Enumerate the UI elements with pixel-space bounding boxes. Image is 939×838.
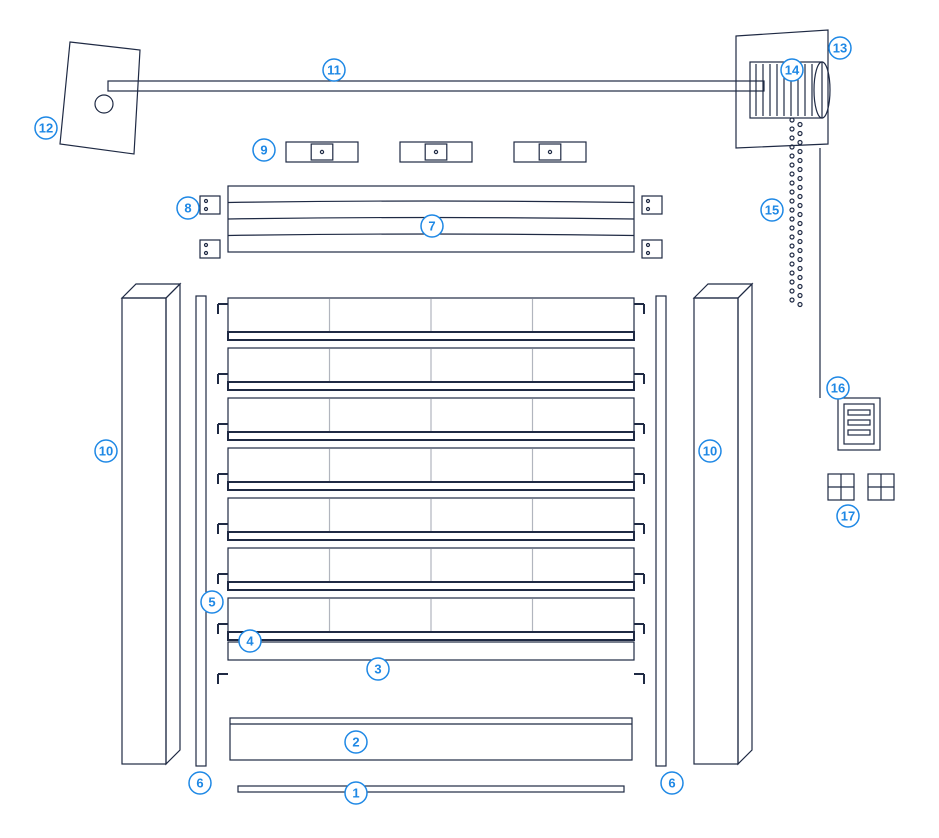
callout-14: 14	[781, 59, 803, 81]
callout-15: 15	[761, 199, 783, 221]
callout-6: 6	[189, 772, 211, 794]
callout-10b: 10	[699, 440, 721, 462]
svg-text:7: 7	[428, 219, 435, 234]
svg-text:12: 12	[39, 121, 53, 136]
svg-text:14: 14	[785, 63, 800, 78]
callout-13: 13	[829, 37, 851, 59]
callout-8: 8	[177, 197, 199, 219]
svg-text:10: 10	[703, 444, 717, 459]
svg-text:6: 6	[196, 776, 203, 791]
callout-17: 17	[837, 505, 859, 527]
callout-6b: 6	[661, 772, 683, 794]
callout-1: 1	[345, 782, 367, 804]
callout-9: 9	[253, 139, 275, 161]
callout-7: 7	[421, 215, 443, 237]
svg-text:2: 2	[352, 735, 359, 750]
callout-16: 16	[827, 377, 849, 399]
callout-12: 12	[35, 117, 57, 139]
svg-text:3: 3	[374, 662, 381, 677]
svg-text:1: 1	[352, 786, 359, 801]
svg-text:13: 13	[833, 41, 847, 56]
svg-text:11: 11	[327, 63, 341, 78]
svg-text:6: 6	[668, 776, 675, 791]
callout-11: 11	[323, 59, 345, 81]
svg-text:10: 10	[99, 444, 113, 459]
svg-text:5: 5	[208, 595, 215, 610]
callout-3: 3	[367, 658, 389, 680]
callout-10: 10	[95, 440, 117, 462]
svg-text:8: 8	[184, 201, 191, 216]
svg-text:16: 16	[831, 381, 845, 396]
callout-4: 4	[239, 630, 261, 652]
svg-text:15: 15	[765, 203, 779, 218]
svg-text:9: 9	[260, 143, 267, 158]
callout-5: 5	[201, 591, 223, 613]
callout-2: 2	[345, 731, 367, 753]
svg-text:17: 17	[841, 509, 855, 524]
svg-text:4: 4	[246, 634, 254, 649]
